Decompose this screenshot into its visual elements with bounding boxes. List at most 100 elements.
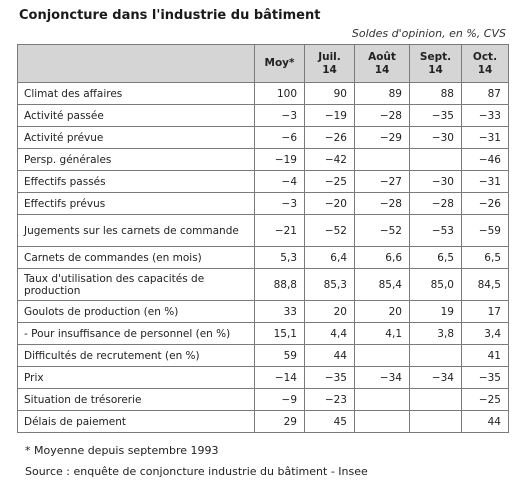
table-cell: −6: [254, 126, 305, 149]
table-row: Carnets de commandes (en mois) 5,3 6,4 6,6 6…: [17, 246, 509, 269]
row-label: Activité prévue: [17, 126, 255, 149]
table-cell: −25: [304, 170, 355, 193]
units-note: Soldes d'opinion, en %, CVS: [351, 27, 506, 40]
table-cell: 45: [304, 410, 355, 433]
column-header: Juil. 14: [304, 44, 355, 83]
table-cell: −28: [354, 192, 410, 215]
table-cell: −35: [304, 366, 355, 389]
column-header: Moy*: [254, 44, 305, 83]
row-label: Carnets de commandes (en mois): [17, 246, 255, 269]
row-label: Jugements sur les carnets de commande: [17, 214, 255, 247]
table-cell: −28: [354, 104, 410, 127]
table-cell: −9: [254, 388, 305, 411]
table-cell: 85,3: [304, 268, 355, 301]
table-cell: 89: [354, 82, 410, 105]
table-row: Situation de trésorerie −9 −23 −25: [17, 388, 509, 411]
row-label: Prix: [17, 366, 255, 389]
table-cell: −35: [409, 104, 462, 127]
column-header-line: Août: [368, 50, 396, 63]
table-cell: 20: [354, 300, 410, 323]
table-cell: 6,4: [304, 246, 355, 269]
table-cell: 44: [461, 410, 509, 433]
row-label: Activité passée: [17, 104, 255, 127]
table-cell: −31: [461, 170, 509, 193]
table-cell: 41: [461, 344, 509, 367]
row-label: Effectifs passés: [17, 170, 255, 193]
table-cell: −31: [461, 126, 509, 149]
table-cell: −19: [304, 104, 355, 127]
table-cell: −21: [254, 214, 305, 247]
table-cell: 88,8: [254, 268, 305, 301]
table-cell: 59: [254, 344, 305, 367]
column-header-line: 14: [477, 63, 493, 76]
table-cell: −52: [304, 214, 355, 247]
column-header: Août 14: [354, 44, 410, 83]
column-header-line: Oct.: [472, 50, 498, 63]
table-cell: [409, 388, 462, 411]
row-label: - Pour insuffisance de personnel (en %): [17, 322, 255, 345]
table-cell: −26: [304, 126, 355, 149]
table-cell: −53: [409, 214, 462, 247]
table-cell: −34: [354, 366, 410, 389]
table-row: Délais de paiement 29 45 44: [17, 410, 509, 433]
table-cell: −3: [254, 104, 305, 127]
table-cell: 88: [409, 82, 462, 105]
table-cell: [354, 388, 410, 411]
table-body: Climat des affaires 100 90 89 88 87 Activité p…: [17, 82, 509, 433]
table-cell: [409, 410, 462, 433]
table-cell: −30: [409, 170, 462, 193]
column-header: Oct. 14: [461, 44, 509, 83]
table-row: Activité passée −3 −19 −28 −35 −33: [17, 104, 509, 127]
table-cell: 15,1: [254, 322, 305, 345]
table-cell: −29: [354, 126, 410, 149]
table-cell: −19: [254, 148, 305, 171]
row-label: Persp. générales: [17, 148, 255, 171]
row-label: Situation de trésorerie: [17, 388, 255, 411]
data-table: Moy* Juil. 14 Août 14 Sept. 14 Oct. 14 Climat de…: [17, 44, 509, 433]
table-cell: [354, 410, 410, 433]
table-cell: [409, 148, 462, 171]
table-cell: 100: [254, 82, 305, 105]
table-cell: −59: [461, 214, 509, 247]
table-cell: 20: [304, 300, 355, 323]
row-label: Difficultés de recrutement (en %): [17, 344, 255, 367]
table-cell: [354, 148, 410, 171]
table-cell: −20: [304, 192, 355, 215]
table-cell: 6,5: [409, 246, 462, 269]
row-label: Délais de paiement: [17, 410, 255, 433]
table-cell: 33: [254, 300, 305, 323]
table-cell: −46: [461, 148, 509, 171]
table-cell: 29: [254, 410, 305, 433]
table-row: Difficultés de recrutement (en %) 59 44 41: [17, 344, 509, 367]
table-row: Prix −14 −35 −34 −34 −35: [17, 366, 509, 389]
row-label: Taux d'utilisation des capacités de prod…: [17, 268, 255, 301]
table-row: - Pour insuffisance de personnel (en %) 1…: [17, 322, 509, 345]
table-cell: [354, 344, 410, 367]
row-label: Climat des affaires: [17, 82, 255, 105]
table-cell: 17: [461, 300, 509, 323]
table-cell: 3,8: [409, 322, 462, 345]
column-header-line: Juil.: [318, 50, 341, 63]
table-cell: −33: [461, 104, 509, 127]
table-cell: 87: [461, 82, 509, 105]
column-header-line: 14: [428, 63, 443, 76]
table-cell: 4,4: [304, 322, 355, 345]
column-header-line: Moy*: [264, 57, 295, 69]
source-note: Source : enquête de conjoncture industri…: [25, 465, 368, 478]
column-header-line: 14: [322, 63, 337, 76]
table-cell: −52: [354, 214, 410, 247]
table-cell: −4: [254, 170, 305, 193]
table-row: Activité prévue −6 −26 −29 −30 −31: [17, 126, 509, 149]
table-cell: 19: [409, 300, 462, 323]
table-cell: 85,0: [409, 268, 462, 301]
column-header: Sept. 14: [409, 44, 462, 83]
footnote: * Moyenne depuis septembre 1993: [25, 444, 219, 457]
column-header-line: 14: [374, 63, 390, 76]
table-row: Effectifs prévus −3 −20 −28 −28 −26: [17, 192, 509, 215]
table-cell: 3,4: [461, 322, 509, 345]
table-cell: 85,4: [354, 268, 410, 301]
table-cell: −42: [304, 148, 355, 171]
header-corner: [17, 44, 255, 83]
table-cell: 6,5: [461, 246, 509, 269]
table-cell: −34: [409, 366, 462, 389]
